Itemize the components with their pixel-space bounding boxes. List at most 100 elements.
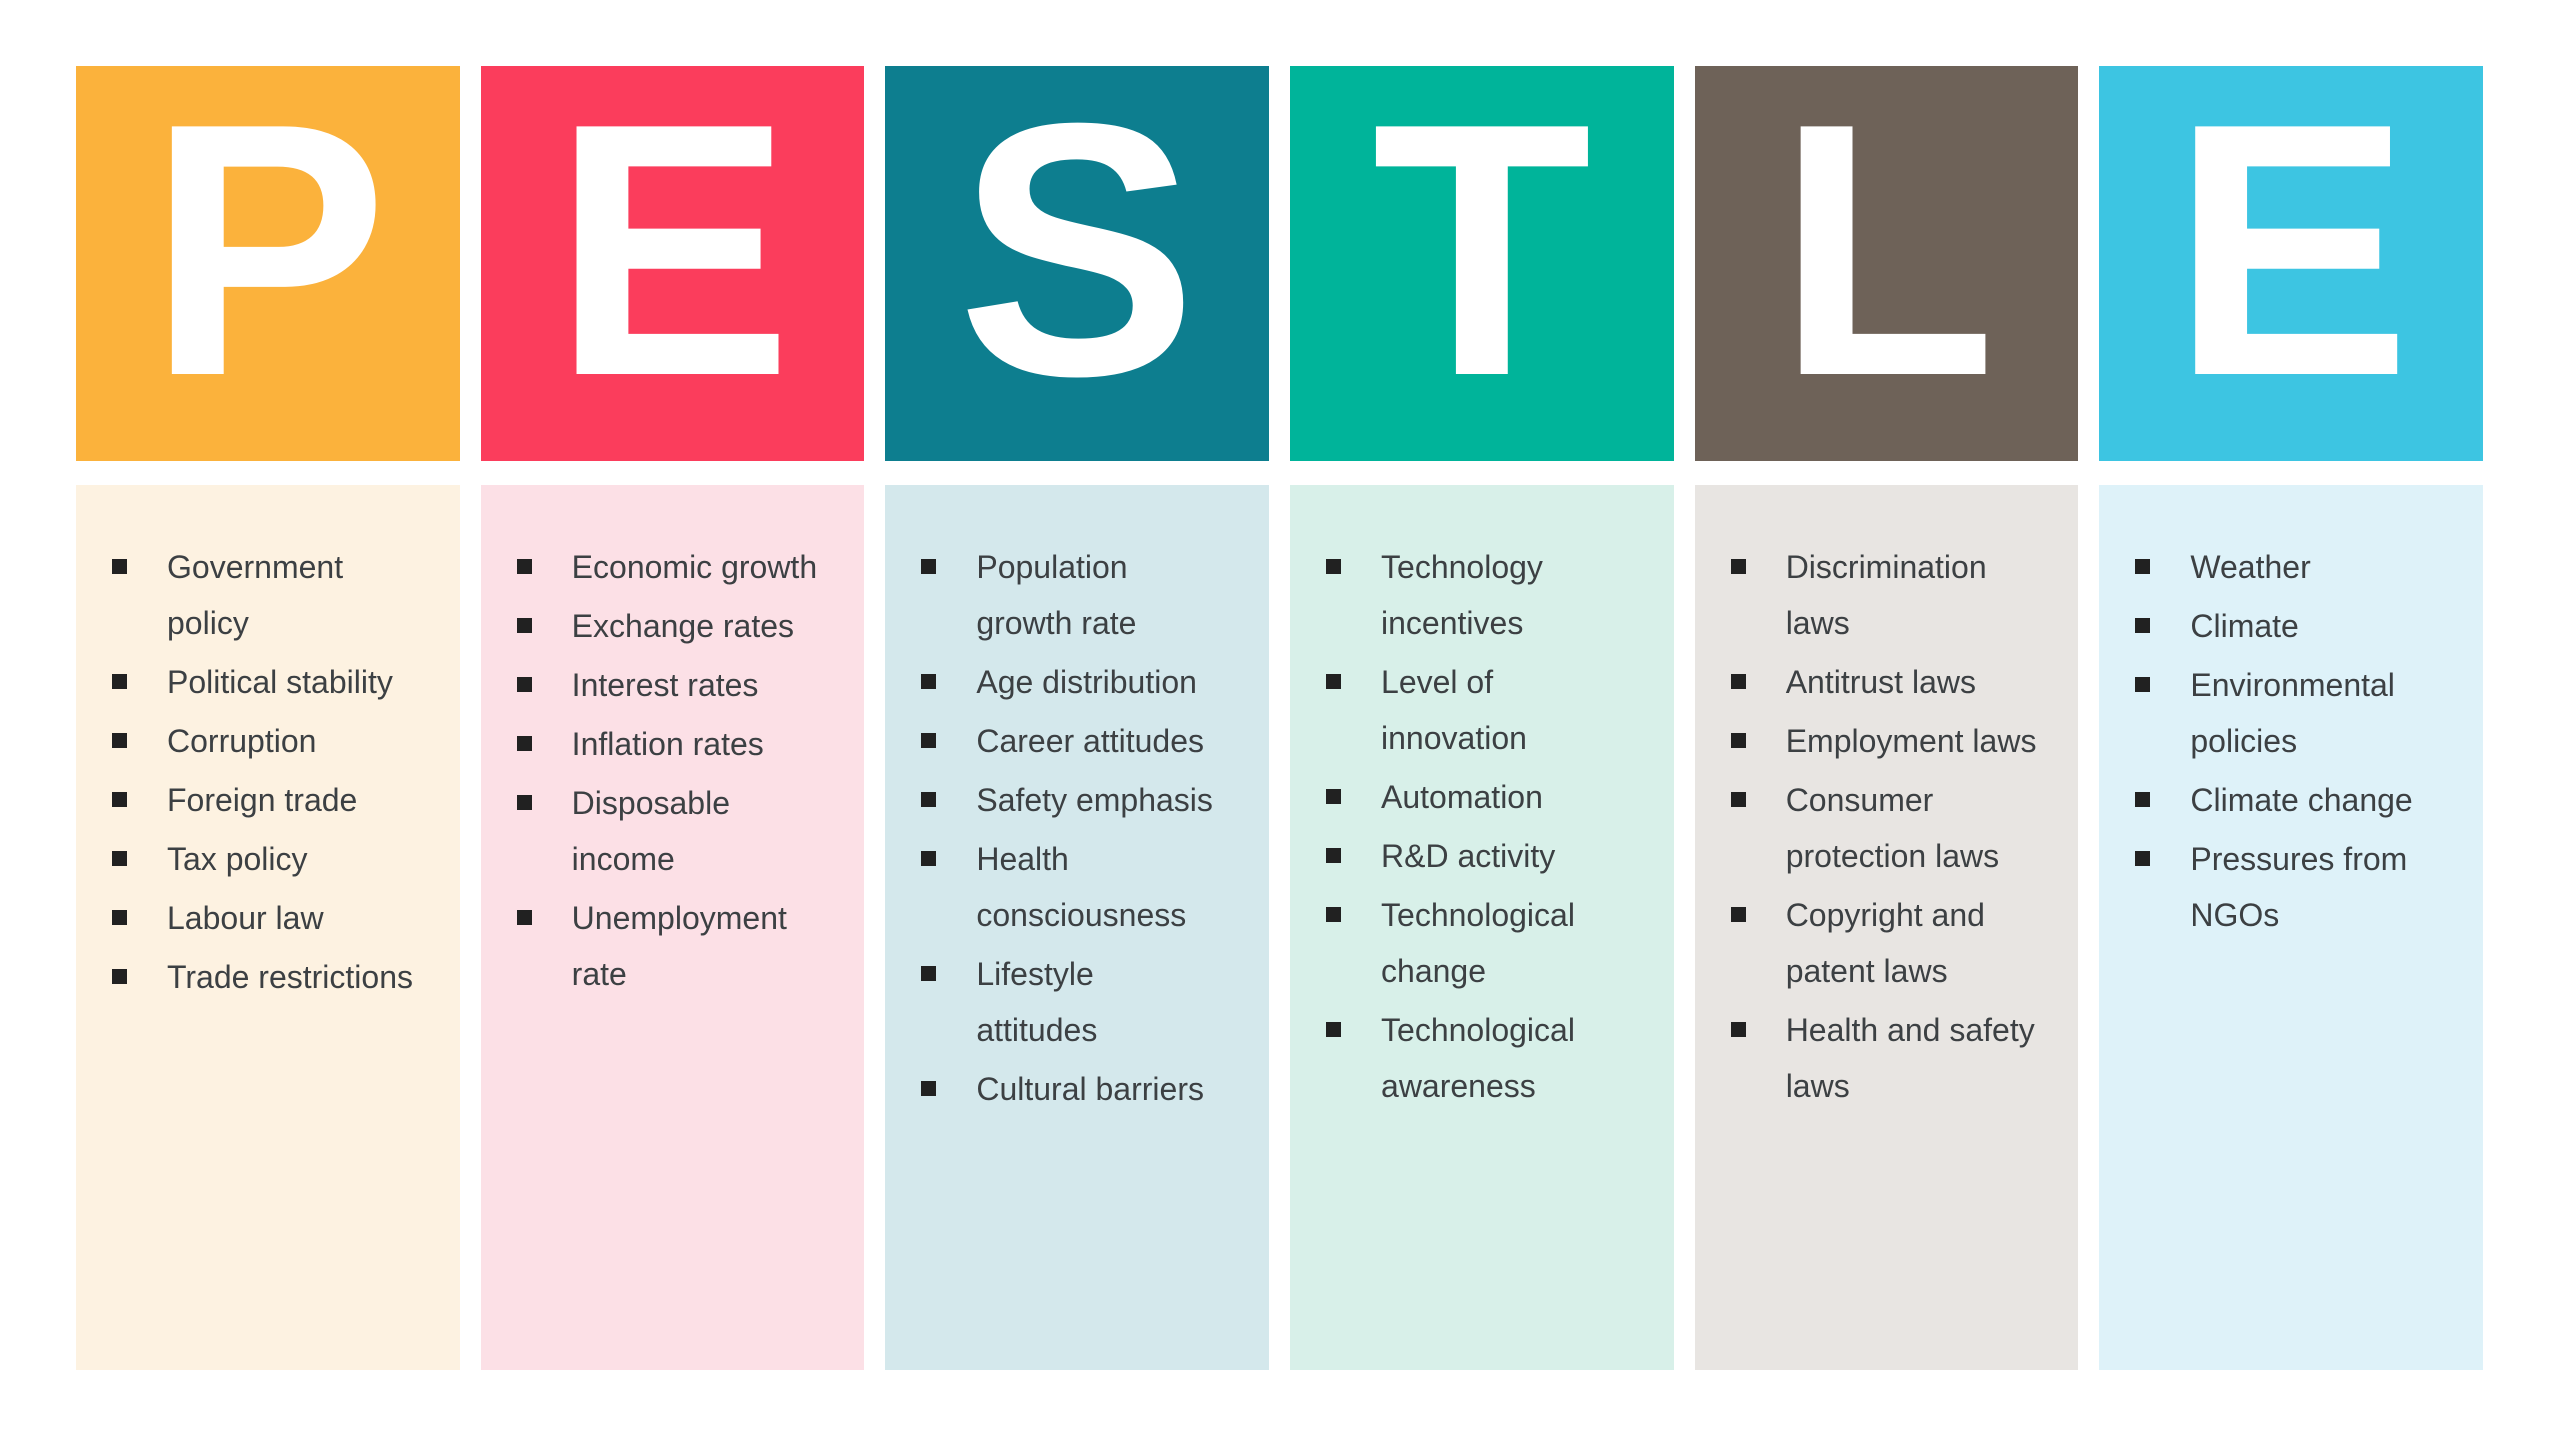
column-header: P [76,66,460,461]
factor-text: Level of innovation [1381,664,1527,756]
factor-text: Pressures from NGOs [2190,841,2408,933]
factor-text: Interest rates [571,667,759,703]
factor-item: Technological awareness [1326,1002,1644,1114]
factor-item: Weather [2135,539,2453,595]
pestle-board: P Government policy Political stability Cor… [76,48,2484,1370]
factor-item: Employment laws [1730,713,2049,769]
factor-text: Copyright and patent laws [1785,897,1985,989]
factor-item: Inflation rates [516,716,835,772]
factor-text: Automation [1381,779,1543,815]
square-bullet-icon [516,795,532,810]
square-bullet-icon [1326,789,1342,804]
column-header: E [480,48,865,461]
square-bullet-icon [112,733,127,748]
factor-text: Population growth rate [976,549,1137,641]
factor-text: R&D activity [1381,838,1556,874]
factor-item: Level of innovation [1326,654,1644,766]
factor-item: Population growth rate [921,539,1239,651]
factor-text: Tax policy [167,841,308,877]
square-bullet-icon [2135,792,2151,807]
factor-item: Copyright and patent laws [1730,887,2049,999]
factor-item: Age distribution [921,654,1239,710]
square-bullet-icon [1730,792,1746,807]
header-letter: S [957,48,1198,451]
factor-text: Technological change [1381,897,1575,989]
column-header: L [1694,48,2079,461]
factor-text: Technology incentives [1381,549,1543,641]
factor-list: Economic growth Exchange rates Interest ra… [516,539,835,1002]
factor-item: Technology incentives [1326,539,1644,651]
factor-text: Discrimination laws [1785,549,1987,641]
square-bullet-icon [1730,907,1746,922]
factor-item: Technological change [1326,887,1644,999]
factor-text: Government policy [167,549,344,641]
factor-item: Health consciousness [921,831,1239,943]
column-header: E [2099,48,2484,461]
header-letter: P [147,48,388,451]
column-panel: Government policy Political stability Corr… [76,485,460,1370]
factor-item: Trade restrictions [112,949,430,1005]
header-letter: L [1776,48,1997,451]
factor-text: Corruption [167,723,317,759]
square-bullet-icon [516,677,532,692]
factor-list: Weather Climate Environmental policies Clim… [2135,539,2453,943]
factor-list: Government policy Political stability Corr… [112,539,430,1005]
pestle-column-s-3: S Population growth rate Age distribution C… [885,48,1270,1370]
factor-item: Consumer protection laws [1730,772,2049,884]
pestle-column-e-6: E Weather Climate Environmental policies Cli… [2099,48,2484,1370]
square-bullet-icon [1326,674,1342,689]
square-bullet-icon [112,674,127,689]
factor-item: Climate [2135,598,2453,654]
factor-item: Environmental policies [2135,657,2453,769]
pestle-column-t-4: T Technology incentives Level of innovatio… [1290,66,1674,1370]
factor-text: Economic growth [571,549,818,585]
header-letter: E [2171,48,2412,451]
factor-list: Population growth rate Age distribution Ca… [921,539,1239,1117]
factor-item: Unemployment rate [516,890,835,1002]
factor-text: Labour law [167,900,324,936]
factor-text: Consumer protection laws [1785,782,2000,874]
factor-text: Political stability [167,664,393,700]
square-bullet-icon [1326,559,1342,574]
column-panel: Discrimination laws Antitrust laws Employm… [1694,485,2079,1370]
square-bullet-icon [921,792,937,807]
square-bullet-icon [1730,674,1746,689]
factor-item: Antitrust laws [1730,654,2049,710]
square-bullet-icon [2135,851,2151,866]
factor-text: Age distribution [976,664,1197,700]
factor-item: Exchange rates [516,598,835,654]
factor-item: Climate change [2135,772,2453,828]
pestle-column-l-5: L Discrimination laws Antitrust laws Employ… [1694,48,2079,1370]
factor-item: Career attitudes [921,713,1239,769]
factor-text: Weather [2190,549,2311,585]
square-bullet-icon [921,966,937,981]
factor-text: Environmental policies [2190,667,2395,759]
square-bullet-icon [2135,559,2151,574]
factor-item: Health and safety laws [1730,1002,2049,1114]
column-header: T [1290,66,1674,461]
factor-list: Technology incentives Level of innovation… [1326,539,1644,1114]
factor-item: Labour law [112,890,430,946]
square-bullet-icon [921,733,937,748]
column-panel: Technology incentives Level of innovation… [1290,485,1674,1370]
pestle-column-p-1: P Government policy Political stability Cor… [76,66,460,1370]
square-bullet-icon [516,618,532,633]
header-letter: T [1371,48,1592,451]
factor-text: Career attitudes [976,723,1205,759]
factor-item: Disposable income [516,775,835,887]
factor-item: Corruption [112,713,430,769]
factor-text: Cultural barriers [976,1071,1204,1107]
header-letter: E [552,48,793,451]
factor-text: Foreign trade [167,782,358,818]
factor-text: Unemployment rate [571,900,787,992]
factor-item: Safety emphasis [921,772,1239,828]
pestle-column-e-2: E Economic growth Exchange rates Interest r… [480,48,865,1370]
square-bullet-icon [1730,733,1746,748]
factor-item: Government policy [112,539,430,651]
square-bullet-icon [2135,677,2151,692]
factor-text: Technological awareness [1381,1012,1575,1104]
square-bullet-icon [112,559,127,574]
square-bullet-icon [112,792,127,807]
factor-list: Discrimination laws Antitrust laws Employm… [1730,539,2049,1114]
factor-text: Health consciousness [976,841,1187,933]
